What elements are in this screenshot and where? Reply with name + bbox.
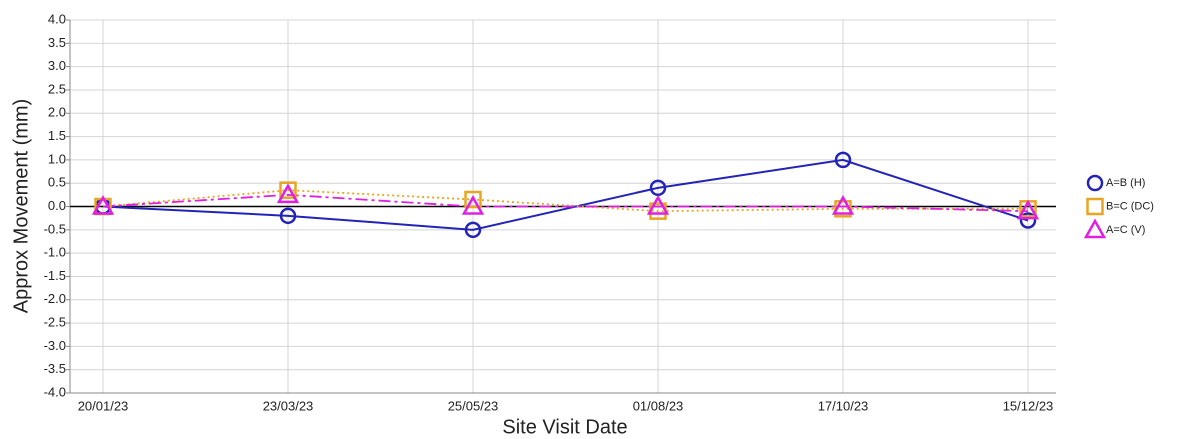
y-tick-label: 2.5 xyxy=(48,81,66,96)
y-tick-label: -1.0 xyxy=(44,245,66,260)
x-axis-label: Site Visit Date xyxy=(502,416,627,438)
legend-label: A=B (H) xyxy=(1106,177,1145,189)
data-point xyxy=(279,181,297,199)
series-line xyxy=(102,158,1029,231)
x-tick-label: 20/01/23 xyxy=(78,398,129,413)
legend-label: A=C (V) xyxy=(1106,224,1145,236)
y-tick-label: 2.0 xyxy=(48,105,66,120)
data-point xyxy=(464,190,482,209)
data-point xyxy=(461,194,485,215)
data-point xyxy=(834,151,852,169)
y-tick-label: -2.0 xyxy=(44,291,66,306)
series-line xyxy=(102,193,1029,213)
data-point xyxy=(1016,199,1040,220)
y-tick-label: -2.5 xyxy=(44,315,66,330)
data-point xyxy=(1019,212,1037,229)
y-tick-label: -1.5 xyxy=(44,268,66,283)
legend-marker xyxy=(1086,174,1104,192)
y-tick-label: -0.5 xyxy=(44,221,66,236)
data-point xyxy=(464,221,482,239)
y-tick-label: -4.0 xyxy=(44,384,66,399)
legend-label: B=C (DC) xyxy=(1106,200,1154,212)
legend-marker xyxy=(1083,218,1107,239)
y-tick-label: 3.5 xyxy=(48,35,66,50)
data-point xyxy=(91,194,115,215)
x-tick-label: 17/10/23 xyxy=(818,398,869,413)
y-tick-label: 0.5 xyxy=(48,175,66,190)
x-tick-label: 25/05/23 xyxy=(448,398,499,413)
data-point xyxy=(649,179,667,197)
legend-marker xyxy=(1086,197,1104,216)
y-tick-label: 3.0 xyxy=(48,58,66,73)
data-point xyxy=(276,183,300,204)
y-tick-label: 4.0 xyxy=(48,11,66,26)
y-tick-label: 1.5 xyxy=(48,128,66,143)
y-tick-label: -3.0 xyxy=(44,338,66,353)
y-axis-label: Approx Movement (mm) xyxy=(10,99,32,314)
data-point xyxy=(646,194,670,215)
y-tick-label: 0.0 xyxy=(48,198,66,213)
x-tick-label: 15/12/23 xyxy=(1003,398,1054,413)
y-tick-label: 1.0 xyxy=(48,151,66,166)
y-tick-label: -3.5 xyxy=(44,361,66,376)
x-tick-label: 23/03/23 xyxy=(263,398,314,413)
data-point xyxy=(279,207,297,225)
data-point xyxy=(831,194,855,215)
x-tick-label: 01/08/23 xyxy=(633,398,684,413)
